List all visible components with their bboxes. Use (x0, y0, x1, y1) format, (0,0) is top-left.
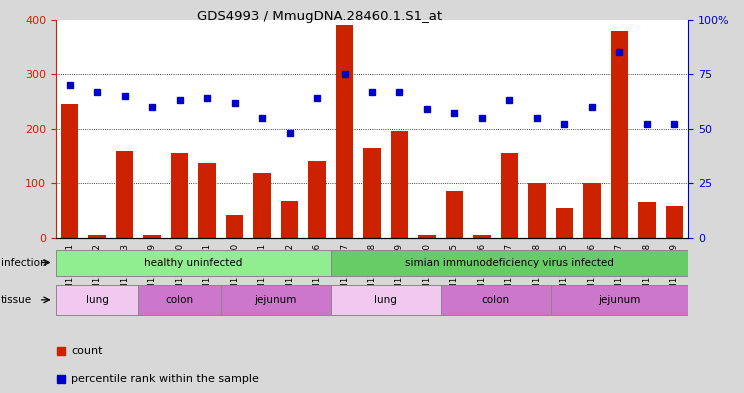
Text: infection: infection (1, 257, 46, 268)
Text: simian immunodeficiency virus infected: simian immunodeficiency virus infected (405, 258, 614, 268)
Text: tissue: tissue (1, 295, 32, 305)
Bar (115, 151, 133, 238)
Bar (221, 285, 331, 315)
Bar (280, 201, 298, 238)
Text: GDS4993 / MmugDNA.28460.1.S1_at: GDS4993 / MmugDNA.28460.1.S1_at (197, 10, 443, 23)
Bar (170, 153, 188, 238)
Bar (440, 285, 551, 315)
Text: lung: lung (86, 295, 109, 305)
Bar (331, 250, 688, 276)
Bar (418, 235, 436, 238)
Text: jejunum: jejunum (598, 295, 641, 305)
Bar (331, 285, 440, 315)
Text: count: count (71, 346, 103, 356)
Bar (253, 173, 271, 238)
Bar (198, 163, 216, 238)
Bar (556, 208, 574, 238)
Bar (528, 183, 546, 238)
Bar (336, 25, 353, 238)
Text: percentile rank within the sample: percentile rank within the sample (71, 374, 260, 384)
Bar (56, 250, 331, 276)
Text: jejunum: jejunum (254, 295, 297, 305)
Bar (308, 162, 326, 238)
Bar (60, 104, 78, 238)
Bar (391, 131, 408, 238)
Bar (473, 235, 491, 238)
Bar (363, 148, 381, 238)
Text: colon: colon (481, 295, 510, 305)
Bar (583, 183, 601, 238)
Text: healthy uninfected: healthy uninfected (144, 258, 243, 268)
Bar (138, 285, 221, 315)
Bar (143, 235, 161, 238)
Bar (56, 285, 138, 315)
Bar (551, 285, 688, 315)
Text: lung: lung (374, 295, 397, 305)
Text: colon: colon (165, 295, 193, 305)
Bar (666, 206, 684, 238)
Bar (225, 215, 243, 238)
Bar (501, 153, 519, 238)
Bar (446, 191, 464, 238)
Bar (88, 235, 106, 238)
Bar (638, 202, 656, 238)
Bar (611, 31, 629, 238)
